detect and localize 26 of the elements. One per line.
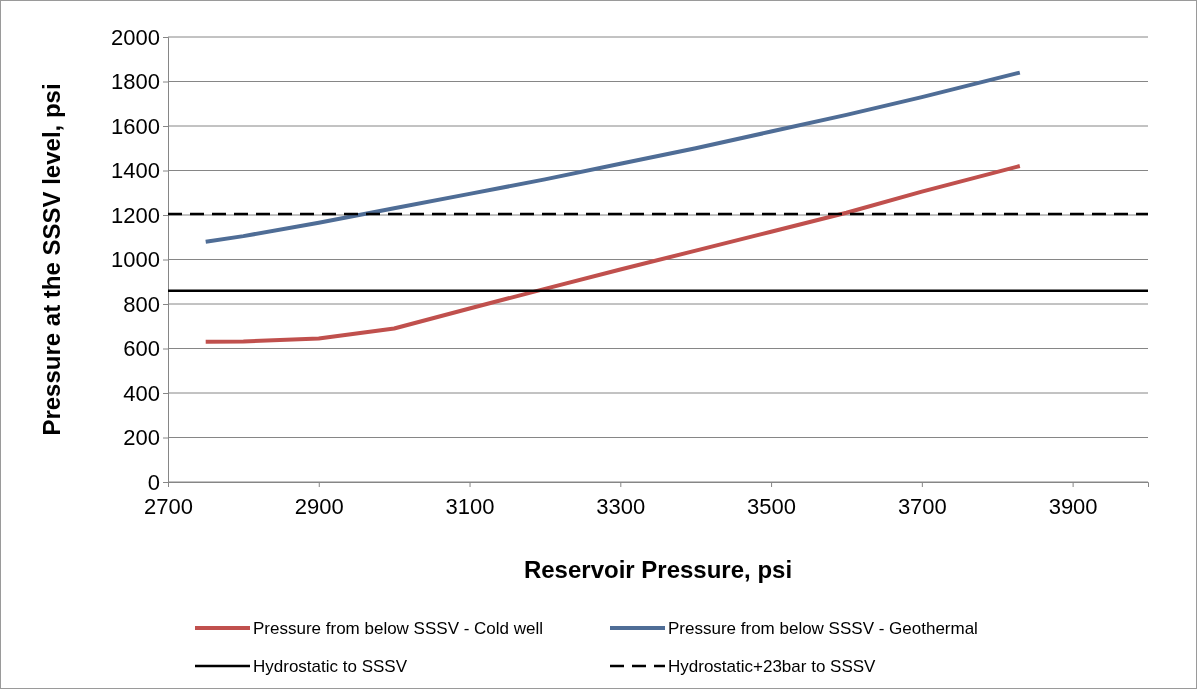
- x-tick-label: 3300: [596, 494, 646, 520]
- line-series: [203, 164, 1022, 344]
- x-axis-title: Reservoir Pressure, psi: [523, 556, 793, 583]
- x-tick-label: 3500: [747, 494, 797, 520]
- legend-label: Hydrostatic to SSSV: [253, 657, 408, 676]
- y-axis-title: Pressure at the SSSV level, psi: [38, 83, 65, 436]
- x-tick-label: 3700: [897, 494, 947, 520]
- line-series: [203, 70, 1022, 244]
- legend-label: Pressure from below SSSV - Cold well: [253, 619, 544, 638]
- y-tick-label: 400: [123, 380, 160, 406]
- y-tick-label: 1000: [111, 247, 160, 273]
- y-tick-label: 1800: [111, 69, 160, 95]
- x-tick-label: 3100: [445, 494, 495, 520]
- x-tick-label: 2900: [294, 494, 344, 520]
- y-tick-label: 0: [147, 469, 160, 495]
- y-tick-label: 2000: [111, 24, 160, 50]
- y-tick-label: 1400: [111, 158, 160, 184]
- legend-label: Hydrostatic+23bar to SSSV: [668, 657, 877, 676]
- y-tick-label: 600: [123, 336, 160, 362]
- y-tick-label: 1200: [111, 202, 160, 228]
- y-tick-label: 1600: [111, 113, 160, 139]
- legend-label: Pressure from below SSSV - Geothermal: [668, 619, 978, 638]
- y-tick-label: 800: [123, 291, 160, 317]
- x-tick-label: 2700: [144, 494, 193, 520]
- x-tick-label: 3900: [1048, 494, 1098, 520]
- y-tick-label: 200: [123, 425, 160, 451]
